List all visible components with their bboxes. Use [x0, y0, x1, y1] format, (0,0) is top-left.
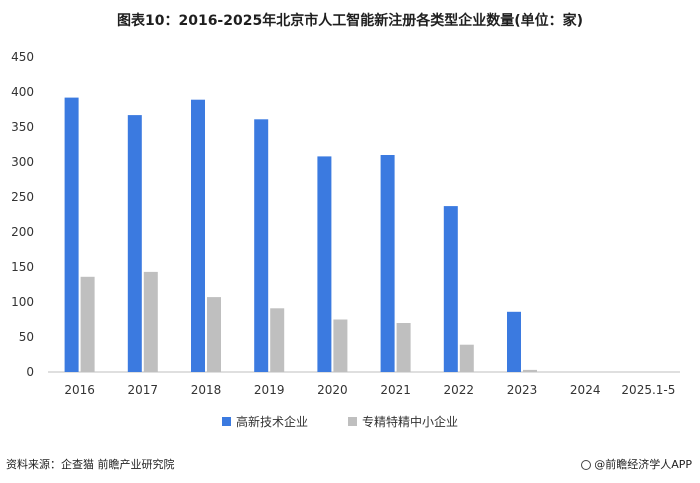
- bar-specialized-2016: [80, 276, 95, 372]
- y-tick-label: 100: [11, 295, 34, 309]
- x-tick-label: 2017: [128, 383, 159, 397]
- bar-specialized-2019: [270, 308, 285, 372]
- legend: 高新技术企业 专精特精中小企业: [222, 414, 458, 429]
- y-tick-label: 200: [11, 225, 34, 239]
- y-tick-label: 350: [11, 120, 34, 134]
- x-axis: 2016 2017 2018 2019 2020 2021 2022 2023 2024 2025…: [48, 371, 680, 397]
- legend-swatch: [222, 417, 231, 426]
- bar-high-tech-2019: [254, 119, 269, 372]
- brand-logo-icon: [581, 460, 592, 470]
- x-tick-label: 2022: [444, 383, 475, 397]
- y-tick-label: 400: [11, 85, 34, 99]
- x-tick-label: 2020: [317, 383, 348, 397]
- bar-specialized-2022: [459, 344, 474, 372]
- brand-text: @前瞻经济学人APP: [594, 458, 692, 471]
- y-tick-label: 450: [11, 50, 34, 64]
- bar-specialized-2021: [396, 323, 411, 372]
- bar-high-tech-2021: [380, 155, 395, 372]
- y-tick-label: 0: [26, 365, 34, 379]
- legend-swatch: [348, 417, 357, 426]
- x-tick-label: 2025.1-5: [621, 383, 675, 397]
- bar-specialized-2017: [143, 271, 158, 372]
- x-tick-label: 2021: [380, 383, 411, 397]
- x-tick-label: 2023: [507, 383, 538, 397]
- bar-high-tech-2016: [64, 97, 79, 372]
- x-tick-label: 2019: [254, 383, 285, 397]
- legend-label: 高新技术企业: [236, 414, 308, 429]
- brand-credit: @前瞻经济学人APP: [581, 456, 692, 472]
- y-tick-label: 250: [11, 190, 34, 204]
- bar-high-tech-2017: [127, 115, 142, 372]
- y-axis: 0 50 100 150 200 250 300 350 400 450: [11, 50, 34, 379]
- bar-specialized-2018: [207, 297, 221, 372]
- chart-title: 图表10：2016-2025年北京市人工智能新注册各类型企业数量(单位：家): [116, 13, 584, 29]
- bars: [64, 97, 537, 372]
- bar-specialized-2020: [333, 319, 348, 372]
- bar-high-tech-2018: [191, 99, 205, 372]
- bar-high-tech-2023: [507, 311, 521, 372]
- x-tick-label: 2016: [64, 383, 95, 397]
- source-note: 资料来源：企查猫 前瞻产业研究院: [6, 458, 175, 471]
- bar-specialized-2023: [523, 369, 537, 372]
- bar-high-tech-2022: [443, 206, 458, 372]
- y-tick-label: 150: [11, 260, 34, 274]
- x-tick-label: 2018: [191, 383, 222, 397]
- y-tick-label: 50: [19, 330, 34, 344]
- bar-high-tech-2020: [317, 156, 332, 372]
- y-tick-label: 300: [11, 155, 34, 169]
- x-tick-label: 2024: [570, 383, 601, 397]
- legend-label: 专精特精中小企业: [362, 414, 458, 429]
